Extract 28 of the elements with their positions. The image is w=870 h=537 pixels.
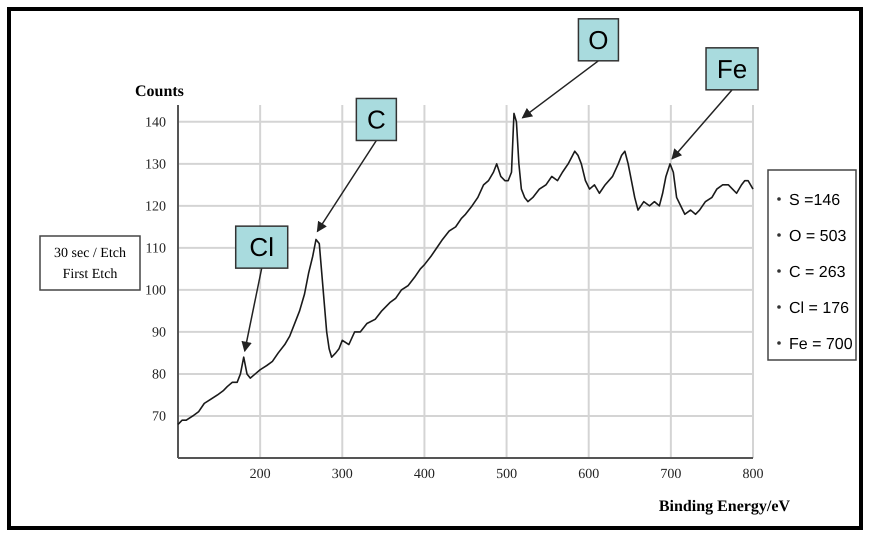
text: Fe = 700 (789, 336, 853, 353)
x-tick-label: 500 (496, 466, 518, 482)
y-tick-label: 80 (152, 367, 166, 382)
annotation: O (588, 24, 609, 55)
y-tick-label: 140 (145, 115, 166, 130)
y-tick-label: 70 (152, 409, 166, 424)
text: S =146 (789, 192, 840, 209)
x-tick-label: 800 (742, 466, 764, 482)
y-tick-label: 90 (152, 325, 166, 340)
x-tick-label: 300 (332, 466, 353, 482)
x-tick-label: 400 (414, 466, 435, 482)
text: O = 503 (789, 228, 846, 245)
text: 30 sec / Etch (54, 246, 126, 261)
y-axis-title: Counts (135, 83, 184, 100)
y-tick-label: 120 (145, 199, 166, 214)
text: C = 263 (789, 264, 846, 281)
y-tick-label: 110 (146, 241, 166, 256)
y-tick-label: 130 (145, 157, 166, 172)
x-tick-label: 700 (660, 466, 682, 482)
x-tick-label: 600 (578, 466, 600, 482)
text: First Etch (62, 267, 118, 282)
x-axis-title: Binding Energy/eV (658, 498, 790, 515)
annotation: Cl (249, 232, 274, 262)
x-tick-label: 200 (250, 466, 271, 482)
text: Cl = 176 (789, 300, 850, 317)
y-tick-label: 100 (145, 283, 166, 298)
annotation: C (366, 104, 386, 134)
annotation: Fe (716, 54, 748, 84)
